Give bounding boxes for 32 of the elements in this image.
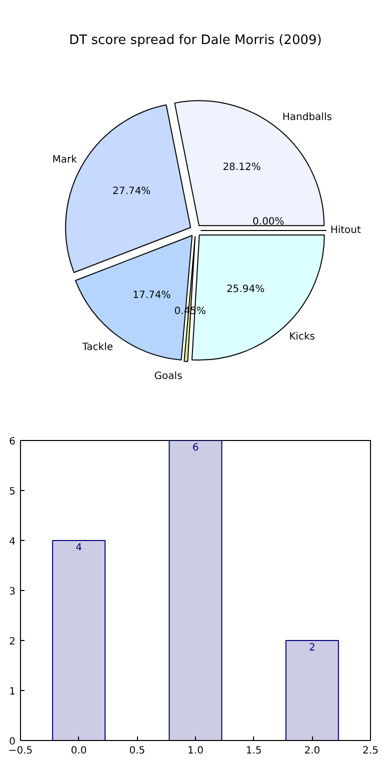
data-label: 27.74% xyxy=(112,186,151,197)
data-label: 17.74% xyxy=(132,290,171,301)
bar xyxy=(168,440,222,740)
slice-label: Mark xyxy=(52,154,78,166)
x-tick-label: 0.0 xyxy=(70,746,87,756)
chart-title: DT score spread for Dale Morris (2009) xyxy=(69,33,322,48)
x-tick-label: 0.5 xyxy=(129,746,146,756)
bar xyxy=(52,540,106,740)
y-tick-label: 1 xyxy=(9,686,16,698)
data-label: 4 xyxy=(76,542,82,554)
x-tick-label: −0.5 xyxy=(8,746,33,756)
slice-label: Goals xyxy=(154,370,182,382)
bar xyxy=(285,640,339,740)
x-tick-label: 2.5 xyxy=(362,746,378,756)
text: 0.00% xyxy=(252,216,284,228)
x-tick-label: 1.0 xyxy=(188,746,204,756)
y-tick-label: 5 xyxy=(9,486,16,498)
x-tick-label: 1.5 xyxy=(246,746,262,756)
slice-label: Handballs xyxy=(282,112,332,123)
data-label: 6 xyxy=(192,442,199,454)
y-tick-label: 6 xyxy=(9,436,16,448)
y-tick-label: 2 xyxy=(9,636,16,648)
data-label: 28.12% xyxy=(222,162,261,174)
slice-label: Tackle xyxy=(81,342,114,353)
data-label: 25.94% xyxy=(226,284,265,296)
x-tick-label: 2.0 xyxy=(304,746,320,756)
y-tick-label: 0 xyxy=(9,736,16,748)
y-tick-label: 4 xyxy=(9,536,16,548)
y-tick-label: 3 xyxy=(9,586,16,598)
data-label: 2 xyxy=(308,642,316,654)
category-label: Hitout xyxy=(330,225,361,236)
slice-label: Kicks xyxy=(289,331,315,342)
